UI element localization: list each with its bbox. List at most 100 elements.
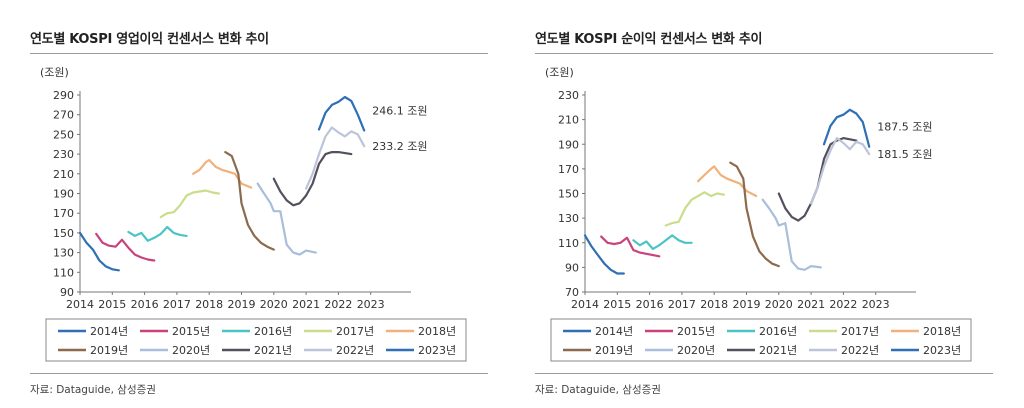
series-line-2021 xyxy=(777,136,858,222)
series-line-2019 xyxy=(224,150,275,251)
series-line-2015 xyxy=(95,232,156,262)
series-line-2018 xyxy=(697,165,758,198)
end-value-annotation: 246.1 조원 xyxy=(372,104,427,117)
legend-label-2017: 2017년 xyxy=(336,325,374,338)
chart-title: 연도별 KOSPI 순이익 컨센서스 변화 추이 xyxy=(535,32,763,47)
series-line-2023 xyxy=(317,95,366,132)
y-tick-label: 210 xyxy=(53,168,74,181)
legend-box xyxy=(550,318,972,362)
series-line-2016 xyxy=(632,234,693,250)
title-divider xyxy=(535,53,993,54)
legend-label-2017: 2017년 xyxy=(841,325,879,338)
x-tick-label: 2016 xyxy=(636,298,664,311)
series-line-2019 xyxy=(729,161,780,268)
x-tick-label: 2018 xyxy=(195,298,223,311)
series-line-2020 xyxy=(256,182,317,256)
y-tick-label: 230 xyxy=(558,89,579,102)
y-tick-label: 70 xyxy=(565,286,579,299)
y-tick-label: 90 xyxy=(565,261,579,274)
y-tick-label: 190 xyxy=(53,188,74,201)
x-tick-label: 2017 xyxy=(668,298,696,311)
legend-label-2016: 2016년 xyxy=(254,325,292,338)
series-line-2021 xyxy=(272,150,353,207)
legend-label-2022: 2022년 xyxy=(841,344,879,357)
x-tick-label: 2015 xyxy=(98,298,126,311)
series-line-2017 xyxy=(664,191,725,227)
legend-label-2016: 2016년 xyxy=(759,325,797,338)
y-tick-label: 110 xyxy=(53,266,74,279)
y-tick-label: 190 xyxy=(558,138,579,151)
chart-panel-net-profit: 연도별 KOSPI 순이익 컨센서스 변화 추이 (조원) 70 90 110 130 1… xyxy=(535,0,1015,408)
series-line-2016 xyxy=(127,225,188,242)
legend-label-2021: 2021년 xyxy=(759,344,797,357)
y-tick-label: 210 xyxy=(558,114,579,127)
y-axis-unit-label: (조원) xyxy=(545,66,574,79)
legend-label-2018: 2018년 xyxy=(923,325,961,338)
x-tick-label: 2014 xyxy=(66,298,94,311)
y-tick-label: 170 xyxy=(53,207,74,220)
legend-label-2021: 2021년 xyxy=(254,344,292,357)
source-note: 자료: Dataguide, 삼성증권 xyxy=(535,384,661,396)
legend-label-2020: 2020년 xyxy=(172,344,210,357)
x-tick-label: 2023 xyxy=(357,298,385,311)
x-tick-label: 2018 xyxy=(700,298,728,311)
series-line-2015 xyxy=(600,235,661,258)
x-tick-label: 2019 xyxy=(733,298,761,311)
x-tick-label: 2022 xyxy=(829,298,857,311)
series-line-2022 xyxy=(305,126,366,190)
y-tick-label: 150 xyxy=(558,188,579,201)
y-tick-label: 290 xyxy=(53,89,74,102)
x-tick-label: 2020 xyxy=(765,298,793,311)
y-tick-label: 170 xyxy=(558,163,579,176)
series-line-2014 xyxy=(78,231,120,272)
legend-label-2022: 2022년 xyxy=(336,344,374,357)
source-note: 자료: Dataguide, 삼성증권 xyxy=(30,384,156,396)
legend-label-2023: 2023년 xyxy=(923,344,961,357)
end-value-annotation: 181.5 조원 xyxy=(877,148,932,161)
chart-title: 연도별 KOSPI 영업이익 컨센서스 변화 추이 xyxy=(30,32,269,47)
legend-label-2023: 2023년 xyxy=(418,344,456,357)
y-tick-label: 130 xyxy=(558,212,579,225)
legend-label-2019: 2019년 xyxy=(90,344,128,357)
x-tick-label: 2019 xyxy=(228,298,256,311)
y-tick-label: 110 xyxy=(558,237,579,250)
x-tick-label: 2015 xyxy=(603,298,631,311)
legend-label-2014: 2014년 xyxy=(90,325,128,338)
series-line-2014 xyxy=(583,234,625,275)
end-value-annotation: 233.2 조원 xyxy=(372,140,427,153)
y-tick-label: 250 xyxy=(53,128,74,141)
x-tick-label: 2023 xyxy=(862,298,890,311)
x-tick-label: 2021 xyxy=(797,298,825,311)
legend-label-2014: 2014년 xyxy=(595,325,633,338)
source-divider xyxy=(30,373,488,374)
legend-box xyxy=(45,318,467,362)
y-axis-unit-label: (조원) xyxy=(40,66,69,79)
series-line-2018 xyxy=(192,158,253,189)
legend-label-2015: 2015년 xyxy=(677,325,715,338)
x-tick-label: 2017 xyxy=(163,298,191,311)
series-line-2020 xyxy=(761,198,822,271)
chart-panel-operating-profit: 연도별 KOSPI 영업이익 컨센서스 변화 추이 (조원) 90 110 130 15… xyxy=(30,0,510,408)
operating-profit-line-chart: (조원) 90 110 130 150 170 190 210 230 250 270 290 2014… xyxy=(40,66,467,362)
series-line-2017 xyxy=(159,189,220,219)
title-divider xyxy=(30,53,488,54)
series-line-2023 xyxy=(822,108,871,148)
legend-label-2018: 2018년 xyxy=(418,325,456,338)
y-tick-label: 130 xyxy=(53,247,74,260)
x-tick-label: 2020 xyxy=(260,298,288,311)
y-tick-label: 150 xyxy=(53,227,74,240)
y-tick-label: 270 xyxy=(53,109,74,122)
y-tick-label: 90 xyxy=(60,286,74,299)
legend-label-2019: 2019년 xyxy=(595,344,633,357)
x-tick-label: 2014 xyxy=(571,298,599,311)
x-tick-label: 2021 xyxy=(292,298,320,311)
net-profit-line-chart: (조원) 70 90 110 130 150 170 190 210 230 2014 2015 201… xyxy=(545,66,972,362)
y-tick-label: 230 xyxy=(53,148,74,161)
end-value-annotation: 187.5 조원 xyxy=(877,121,932,134)
source-divider xyxy=(535,373,993,374)
legend-label-2015: 2015년 xyxy=(172,325,210,338)
x-tick-label: 2022 xyxy=(324,298,352,311)
legend-label-2020: 2020년 xyxy=(677,344,715,357)
x-tick-label: 2016 xyxy=(131,298,159,311)
series-line-2022 xyxy=(810,136,871,205)
